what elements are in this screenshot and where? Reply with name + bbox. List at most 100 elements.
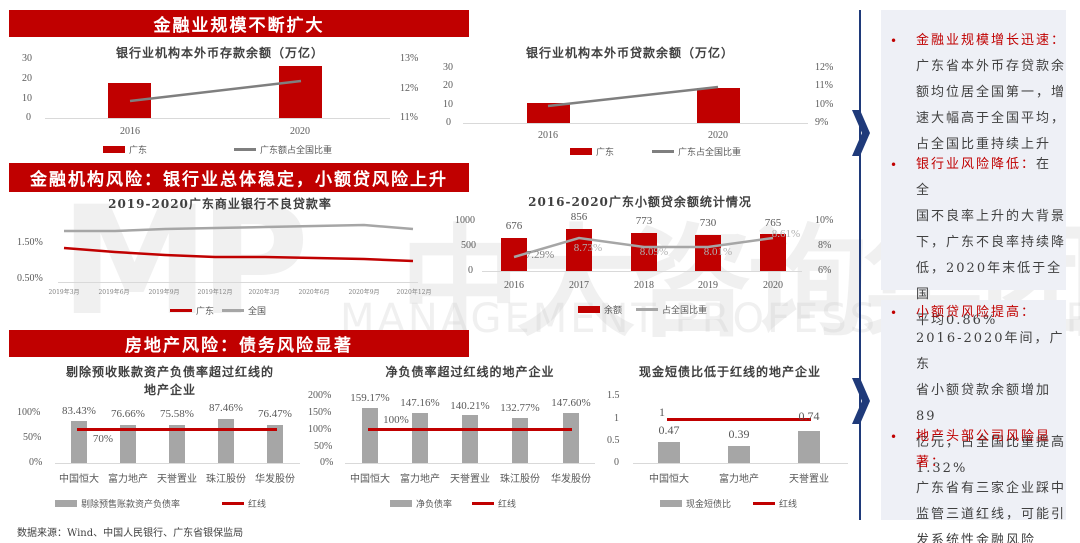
line-value-label: 8.01% (703, 246, 733, 258)
x-label: 珠江股份 (206, 474, 246, 485)
chevron-right-icon (852, 378, 870, 424)
bar-value-label: 0.47 (658, 423, 680, 437)
x-label: 2019 (698, 280, 718, 291)
y-tick: 200% (308, 390, 332, 401)
x-label: 华发股份 (551, 474, 591, 485)
y-tick: 100% (17, 407, 41, 418)
line-value-label: 8.09% (639, 246, 669, 258)
section-banner-scale: 金融业规模不断扩大 (9, 10, 469, 37)
legend-swatch (578, 306, 600, 313)
legend-cash-ratio-line: 红线 (753, 497, 797, 510)
x-axis (482, 271, 802, 272)
bar-deposits-2020 (279, 66, 322, 118)
x-axis (633, 463, 848, 464)
x-label: 富力地产 (400, 474, 440, 485)
y-tick-right: 12% (815, 62, 834, 73)
line-npl-national (64, 223, 414, 233)
x-label: 2016 (120, 126, 140, 137)
bar-debt-ratio (120, 425, 136, 463)
legend-swatch (390, 500, 412, 507)
line-value-label: 8.73% (573, 242, 603, 254)
chart-title-debt-ratio-line2: 地产企业 (143, 383, 196, 397)
bar-net-gearing (563, 413, 579, 463)
bar-value-label: 856 (570, 211, 588, 223)
legend-swatch (170, 309, 192, 312)
x-label: 2018 (634, 280, 654, 291)
y-tick: 30 (22, 53, 32, 64)
bar-value-label: 83.43% (62, 405, 96, 417)
x-axis (45, 118, 390, 119)
y-tick-right: 13% (400, 53, 419, 64)
summary-panel-top (881, 10, 1066, 290)
red-line-100 (368, 428, 572, 431)
bar-loans-2020 (697, 88, 740, 123)
y-tick: 1 (614, 413, 619, 424)
line-npl-guangdong (63, 246, 414, 263)
y-tick: 50% (314, 441, 333, 452)
x-label: 2020年12月 (396, 289, 432, 296)
legend-net-gearing-bar: 净负债率 (390, 497, 452, 510)
y-tick: 0.5 (607, 435, 620, 446)
x-label: 2016 (504, 280, 524, 291)
x-label: 2020 (290, 126, 310, 137)
legend-deposits-bar: 广东 (103, 143, 147, 156)
x-label: 珠江股份 (500, 474, 540, 485)
summary-item-1: 金融业规模增长迅速： 广东省本外币存贷款余 额均位居全国第一，增 速大幅高于全国… (916, 33, 1067, 152)
summary-item-3: 小额贷风险提高： 2016-2020年间，广东 省小额贷款余额增加89 亿元，占… (916, 305, 1067, 476)
y-tick: 0% (320, 457, 334, 468)
bar-value-label: 140.21% (450, 400, 490, 412)
bar-value-label: 0.74 (798, 409, 820, 423)
bar-value-label: 75.58% (160, 408, 194, 420)
legend-swatch (472, 502, 494, 505)
y-tick: 20 (22, 73, 32, 84)
y-tick: 10 (22, 93, 32, 104)
bar-value-label: 132.77% (500, 402, 540, 414)
y-tick: 0 (446, 117, 451, 128)
chart-title-deposits: 银行业机构本外币存款余额（万亿） (115, 46, 324, 60)
legend-deposits-line: 广东额占全国比重 (234, 143, 332, 156)
vertical-divider (859, 10, 861, 520)
y-tick-right: 10% (815, 215, 834, 226)
bar-value-label: 765 (764, 217, 782, 229)
line-value-label: 7.29% (525, 249, 555, 261)
chart-title-microloan: 2016-2020广东小额贷余额统计情况 (528, 195, 752, 209)
red-line-1 (667, 418, 811, 421)
x-label: 华发股份 (255, 474, 295, 485)
y-tick: 1000 (455, 215, 475, 226)
legend-debt-ratio-bar: 剔除预售账款资产负债率 (55, 497, 180, 510)
chart-title-cash-ratio: 现金短债比低于红线的地产企业 (638, 365, 821, 379)
y-tick-right: 12% (400, 83, 419, 94)
y-tick: 50% (23, 432, 42, 443)
data-source: 数据来源：Wind、中国人民银行、广东省银保监局 (17, 528, 244, 539)
legend-loans-line: 广东占全国比重 (652, 145, 741, 158)
red-line-label: 70% (92, 433, 114, 445)
legend-swatch (222, 309, 244, 312)
legend-swatch (636, 308, 658, 311)
legend-npl-guangdong: 广东 (170, 304, 214, 317)
y-tick: 0 (614, 457, 619, 468)
bar-net-gearing (362, 408, 378, 463)
red-line-label: 1 (659, 405, 665, 419)
x-label: 富力地产 (719, 474, 759, 485)
bar-value-label: 0.39 (728, 427, 750, 441)
legend-swatch (570, 148, 592, 155)
y-tick: 10 (443, 99, 453, 110)
legend-swatch (753, 502, 775, 505)
red-line-70 (77, 428, 277, 431)
bar-value-label: 76.66% (111, 408, 145, 420)
x-axis (55, 463, 300, 464)
legend-swatch (55, 500, 77, 507)
y-tick-right: 8% (818, 240, 832, 251)
y-tick-right: 10% (815, 99, 834, 110)
bar-debt-ratio (169, 425, 185, 463)
legend-npl-national: 全国 (222, 304, 266, 317)
x-label: 2019年12月 (197, 289, 233, 296)
chart-title-debt-ratio-line1: 剔除预收账款资产负债率超过红线的 (65, 365, 274, 379)
x-label: 富力地产 (108, 474, 148, 485)
x-label: 2019年9月 (148, 289, 180, 296)
summary-panel-bottom (881, 300, 1066, 520)
x-label: 中国恒大 (350, 474, 390, 485)
bar-net-gearing (412, 413, 428, 463)
legend-swatch (103, 146, 125, 153)
section-banner-real-estate: 房地产风险：债务风险显著 (9, 330, 469, 357)
